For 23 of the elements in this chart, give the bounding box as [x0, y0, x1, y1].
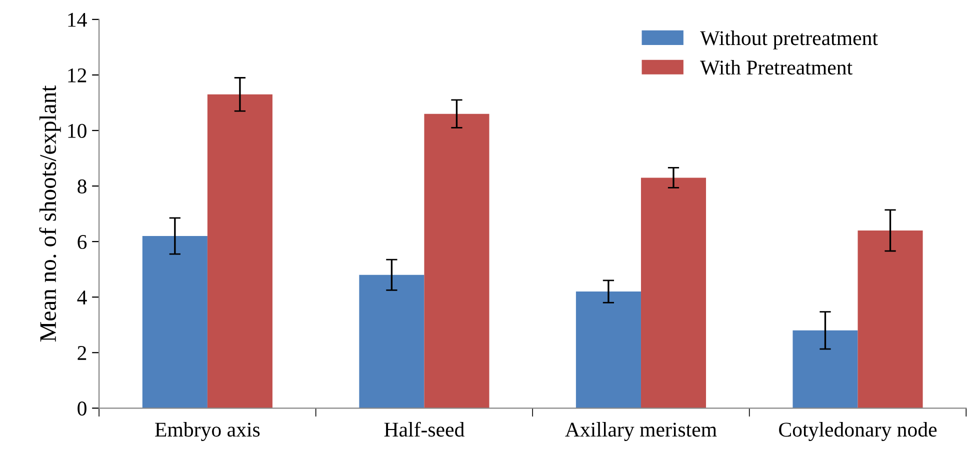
y-tick-label: 12 [68, 68, 86, 82]
bar [640, 178, 706, 408]
x-tick-label: Half-seed [384, 422, 464, 437]
y-tick-label: 8 [78, 179, 86, 194]
y-tick-label: 2 [78, 346, 86, 360]
x-tick-label: Embryo axis [155, 422, 260, 441]
bar [424, 114, 490, 408]
legend-label: Without pretreatment [700, 30, 878, 50]
y-tick-label: 0 [78, 402, 86, 416]
bar [207, 94, 272, 408]
bar [142, 236, 208, 408]
bar [792, 330, 858, 408]
bar [576, 292, 641, 408]
bar [359, 274, 424, 408]
y-tick-label: 10 [68, 124, 86, 138]
x-tick-label: Cotyledonary node [779, 422, 937, 441]
bar [858, 230, 923, 408]
y-axis-title: Mean no. of shoots/explant [39, 85, 61, 342]
y-tick-label: 6 [78, 234, 87, 249]
x-tick-label: Axillary meristem [565, 422, 717, 441]
y-tick-label: 14 [68, 12, 87, 27]
y-tick-label: 4 [77, 290, 87, 304]
legend-label: With Pretreatment [700, 60, 852, 75]
